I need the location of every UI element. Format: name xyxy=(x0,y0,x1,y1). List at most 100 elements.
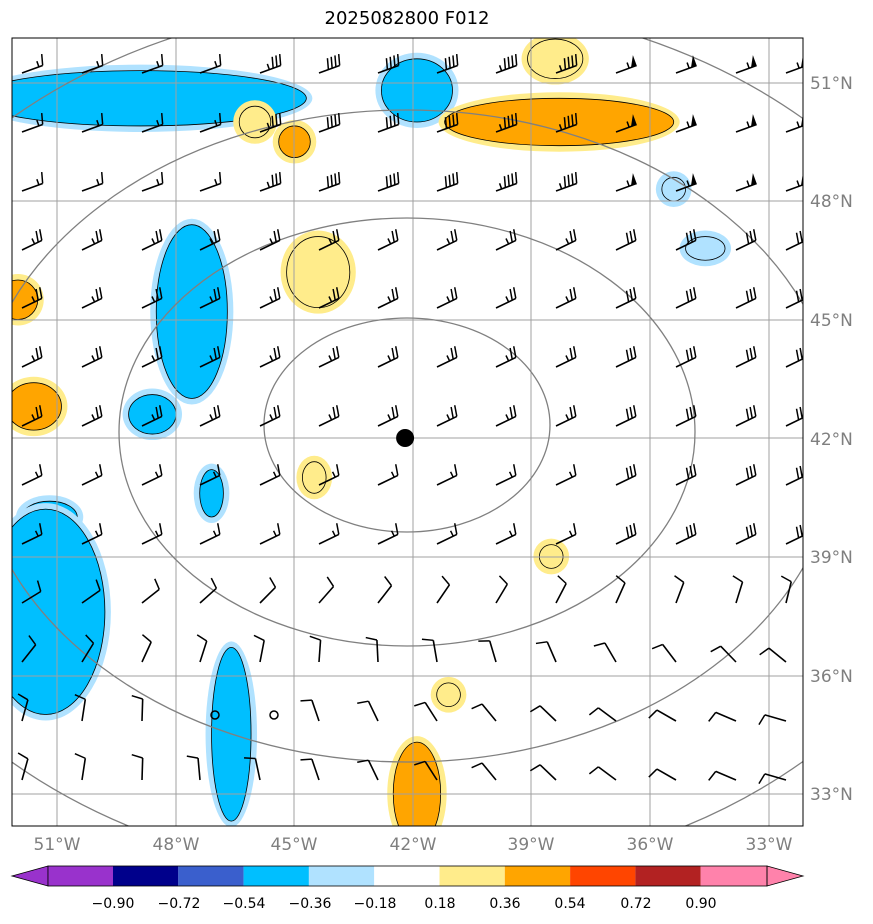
wind-barb xyxy=(259,54,282,74)
shaded-area xyxy=(286,236,351,309)
wind-barb xyxy=(377,464,399,486)
colorbar-segment xyxy=(439,866,505,886)
wind-barb xyxy=(615,464,637,486)
wind-barb xyxy=(357,700,379,722)
wind-barb xyxy=(732,575,744,604)
map-title: 2025082800 F012 xyxy=(324,8,490,29)
colorbar-extend-high xyxy=(766,865,805,887)
wind-barb xyxy=(436,287,458,309)
wind-barb xyxy=(593,642,617,663)
wind-barb xyxy=(318,287,340,309)
lat-label: 48°N xyxy=(810,192,853,212)
shaded-area xyxy=(685,236,726,261)
wind-barb xyxy=(377,523,399,545)
wind-barb xyxy=(81,634,95,663)
range-ring xyxy=(118,217,696,647)
shaded-area xyxy=(12,279,39,320)
range-ring xyxy=(263,317,551,533)
colorbar-extend-low xyxy=(10,865,49,887)
wind-barb xyxy=(309,635,322,663)
colorbar-tick-label: −0.18 xyxy=(354,896,397,912)
lat-label: 42°N xyxy=(810,430,853,450)
wind-barb xyxy=(588,766,617,781)
colorbar-tick-label: 0.90 xyxy=(685,896,716,912)
wind-barb xyxy=(615,114,637,133)
wind-barb xyxy=(495,523,517,545)
wind-barb xyxy=(735,405,757,427)
wind-barb xyxy=(259,346,281,368)
colorbar-segment xyxy=(308,866,375,886)
wind-barb xyxy=(357,759,379,781)
shaded-area xyxy=(436,682,461,708)
shaded-area xyxy=(12,382,62,431)
wind-barb xyxy=(495,172,518,192)
wind-barb xyxy=(199,405,221,427)
wind-barb xyxy=(735,55,757,74)
wind-barb xyxy=(377,346,399,368)
wind-barb xyxy=(199,523,221,545)
wind-barb xyxy=(81,346,103,368)
wind-barb xyxy=(318,113,341,133)
wind-barb xyxy=(141,464,163,486)
wind-barb xyxy=(708,711,737,722)
wind-barb xyxy=(436,54,459,74)
wind-barb xyxy=(495,229,517,251)
wind-barb xyxy=(555,229,577,251)
wind-barb xyxy=(199,287,221,309)
lat-label: 39°N xyxy=(810,548,853,568)
shaded-area xyxy=(527,38,584,79)
lon-label: 33°W xyxy=(746,835,793,855)
wind-barb xyxy=(436,575,451,604)
wind-barb xyxy=(141,113,164,133)
wind-barb xyxy=(535,641,557,663)
wind-barb xyxy=(436,229,458,251)
wind-barb xyxy=(81,287,103,309)
colorbar-tick-label: 0.72 xyxy=(620,896,651,912)
wind-barb xyxy=(495,464,517,486)
wind-barb xyxy=(555,172,578,192)
lat-label: 45°N xyxy=(810,311,853,331)
wind-barb xyxy=(199,464,221,486)
wind-barb xyxy=(81,464,103,486)
wind-barb xyxy=(253,634,265,663)
range-rings-layer xyxy=(12,38,803,826)
wind-barb xyxy=(675,114,697,133)
lat-label: 36°N xyxy=(810,667,853,687)
colorbar-segment xyxy=(635,866,701,886)
wind-barb xyxy=(318,54,341,74)
wind-barb xyxy=(436,464,458,486)
wind-barb xyxy=(186,755,201,781)
wind-barb xyxy=(735,173,757,192)
wind-barb xyxy=(259,287,281,309)
wind-barbs-layer xyxy=(17,54,803,785)
wind-barb xyxy=(675,523,697,545)
wind-barb xyxy=(735,229,757,251)
wind-barb xyxy=(81,579,101,604)
wind-barb xyxy=(675,346,697,368)
wind-barb xyxy=(81,405,103,427)
wind-barb xyxy=(735,464,757,486)
wind-barb xyxy=(377,576,393,604)
wind-barb xyxy=(81,523,103,545)
wind-barb xyxy=(377,54,400,74)
wind-barb xyxy=(588,707,617,722)
wind-barb xyxy=(141,229,163,251)
wind-barb xyxy=(377,172,400,192)
wind-barb xyxy=(421,638,438,663)
wind-barb xyxy=(259,405,281,427)
wind-barb xyxy=(529,705,557,722)
wind-barb xyxy=(318,346,340,368)
wind-barb xyxy=(436,172,459,192)
wind-barb xyxy=(141,172,164,192)
wind-barb xyxy=(495,575,509,604)
colorbar xyxy=(10,865,805,887)
wind-barb xyxy=(318,229,340,251)
wind-barb xyxy=(244,757,261,781)
wind-barb xyxy=(81,172,104,192)
shaded-area xyxy=(199,469,224,518)
wind-barb xyxy=(758,714,787,726)
colorbar-segment xyxy=(374,866,440,886)
wind-barb xyxy=(651,643,677,663)
wind-barb xyxy=(780,575,793,604)
